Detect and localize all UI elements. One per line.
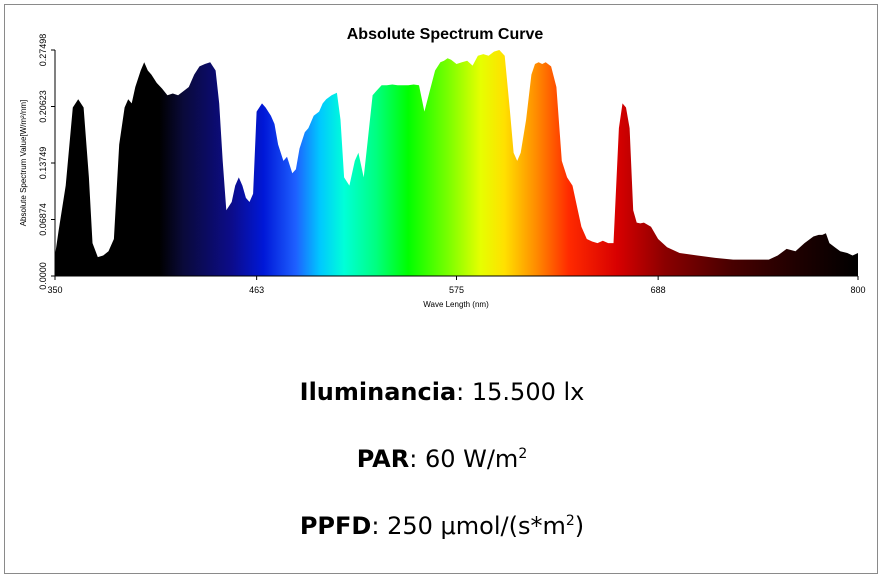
metric-value: 15.500 lx [471,378,585,406]
y-tick-label: 0.27498 [38,34,48,67]
y-tick-label: 0.06874 [38,203,48,236]
metric-separator: : [371,512,380,540]
metric-value: 60 W/m [424,445,519,473]
y-tick-label: 0.0000 [38,262,48,290]
chart-title: Absolute Spectrum Curve [347,26,544,43]
x-tick-label: 463 [249,285,264,295]
x-tick-label: 800 [850,285,865,295]
x-axis-ticks: 350 463 575 688 800 [47,276,866,295]
metric-label: PPFD [299,512,372,540]
x-tick-label: 350 [47,285,62,295]
y-axis-ticks: 0.0000 0.06874 0.13749 0.20623 0.27498 [38,34,55,290]
metric-unit-superscript: 2 [565,513,575,529]
metric-label: PAR [356,445,410,473]
metric-value: 250 μmol/(s*m [387,512,566,540]
metric-label: Iluminancia [299,378,457,406]
metric-ppfd: PPFD: 250 μmol/(s*m2) [0,512,884,540]
y-axis-label: Absolute Spectrum Value[W/m²/nm] [19,100,28,227]
metric-separator: : [409,445,418,473]
x-tick-label: 688 [651,285,666,295]
spectrum-area-layer [55,50,858,276]
y-tick-label: 0.20623 [38,90,48,123]
y-tick-label: 0.13749 [38,147,48,180]
x-axis-label: Wave Length (nm) [423,300,489,309]
spectrum-area [55,50,858,276]
metric-iluminancia: Iluminancia: 15.500 lx [0,378,884,406]
spectrum-chart: Absolute Spectrum Curve 350 463 575 688 800 … [19,26,866,309]
metric-value-suffix: ) [574,512,585,540]
metric-unit-superscript: 2 [518,446,528,462]
metric-par: PAR: 60 W/m2 [0,445,884,473]
metric-separator: : [456,378,465,406]
x-tick-label: 575 [449,285,464,295]
